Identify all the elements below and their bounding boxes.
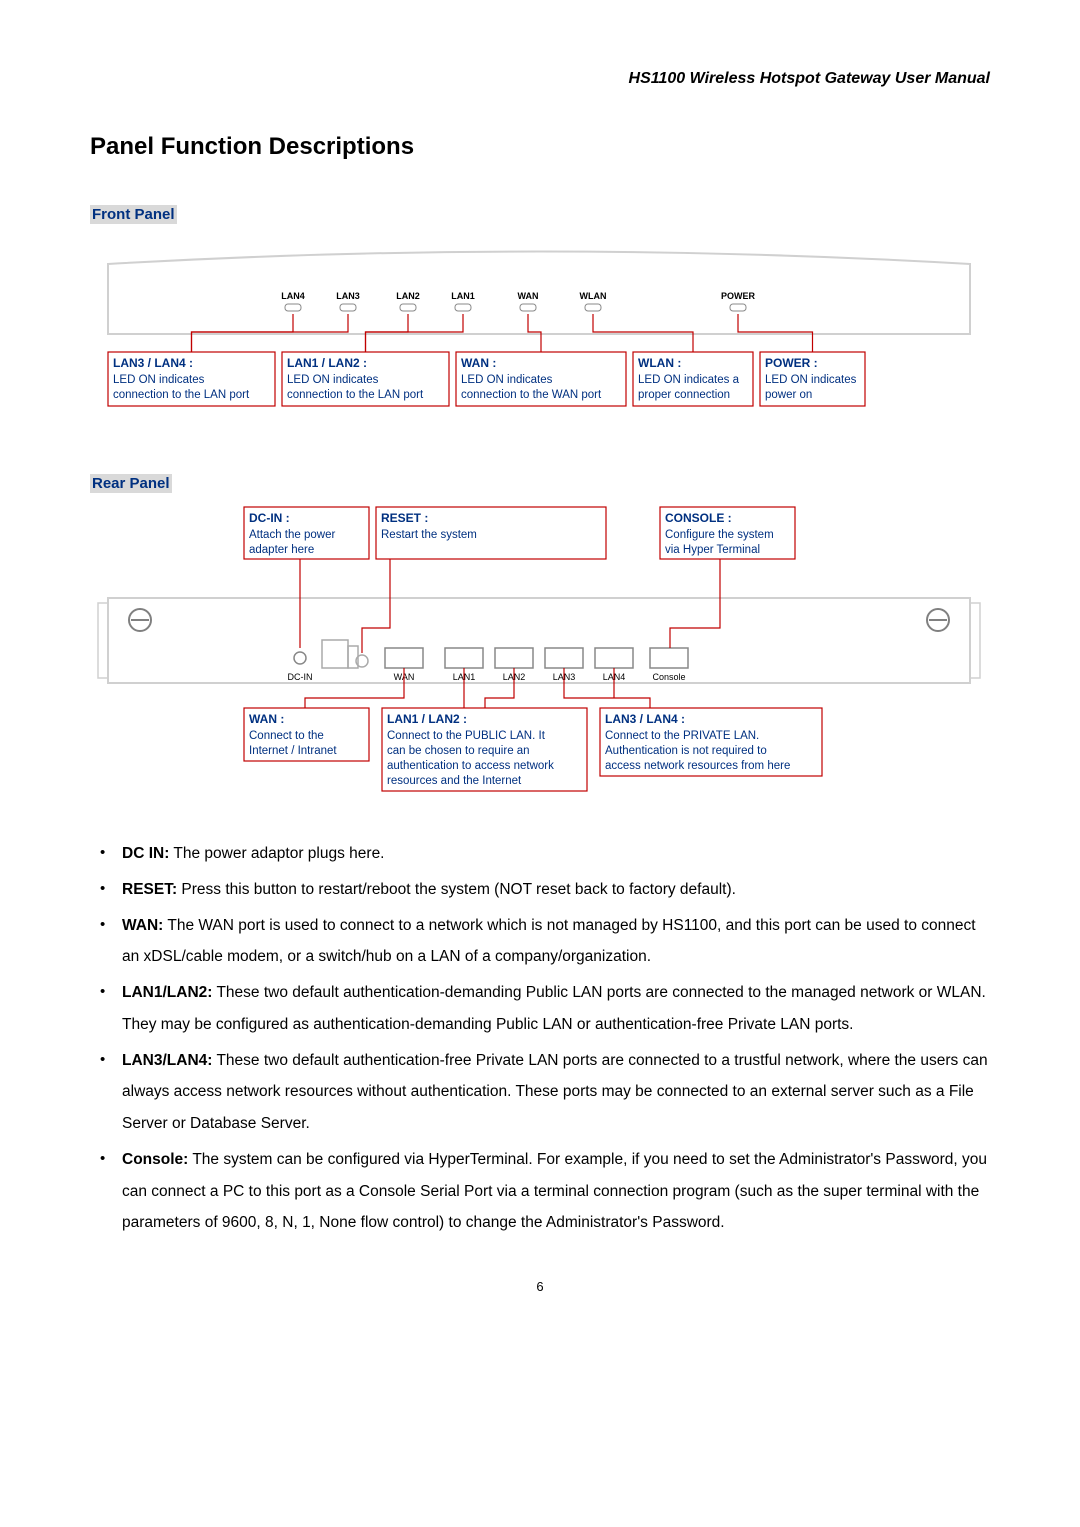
svg-text:WLAN :: WLAN :: [638, 356, 681, 370]
svg-text:Internet / Intranet: Internet / Intranet: [249, 745, 337, 757]
svg-text:power on: power on: [765, 389, 812, 401]
bullet-list: DC IN: The power adaptor plugs here. RESE…: [90, 838, 990, 1239]
svg-text:LAN1 / LAN2 :: LAN1 / LAN2 :: [387, 712, 467, 726]
svg-text:LAN4: LAN4: [281, 291, 305, 301]
svg-text:LED ON indicates: LED ON indicates: [461, 374, 553, 386]
svg-text:via Hyper Terminal: via Hyper Terminal: [665, 544, 760, 556]
svg-text:LAN1: LAN1: [451, 291, 475, 301]
bullet-item: RESET: Press this button to restart/rebo…: [100, 874, 990, 906]
page-number: 6: [90, 1279, 990, 1294]
svg-text:authentication to access netwo: authentication to access network: [387, 760, 554, 772]
svg-text:CONSOLE :: CONSOLE :: [665, 511, 732, 525]
svg-text:connection to the WAN port: connection to the WAN port: [461, 389, 602, 401]
bullet-item: Console: The system can be configured vi…: [100, 1144, 990, 1239]
svg-text:can be chosen to require an: can be chosen to require an: [387, 745, 530, 757]
svg-text:LAN1 / LAN2 :: LAN1 / LAN2 :: [287, 356, 367, 370]
svg-text:Console: Console: [652, 672, 685, 682]
rear-panel-heading: Rear Panel: [90, 474, 172, 493]
svg-text:WAN :: WAN :: [249, 712, 284, 726]
svg-text:LED ON indicates: LED ON indicates: [765, 374, 857, 386]
svg-text:LED ON indicates: LED ON indicates: [287, 374, 379, 386]
bullet-item: LAN3/LAN4: These two default authenticat…: [100, 1045, 990, 1140]
svg-text:Connect to the: Connect to the: [249, 730, 324, 742]
svg-text:Authentication is not required: Authentication is not required to: [605, 745, 767, 757]
svg-text:WAN :: WAN :: [461, 356, 496, 370]
doc-header: HS1100 Wireless Hotspot Gateway User Man…: [90, 70, 990, 88]
svg-text:LAN3 / LAN4 :: LAN3 / LAN4 :: [113, 356, 193, 370]
svg-text:Connect to the PRIVATE LAN.: Connect to the PRIVATE LAN.: [605, 730, 759, 742]
svg-text:WAN: WAN: [518, 291, 539, 301]
bullet-item: LAN1/LAN2: These two default authenticat…: [100, 977, 990, 1041]
svg-text:connection to the LAN port: connection to the LAN port: [287, 389, 424, 401]
bullet-item: WAN: The WAN port is used to connect to …: [100, 910, 990, 974]
svg-text:LAN3 / LAN4 :: LAN3 / LAN4 :: [605, 712, 685, 726]
rear-panel-diagram: DC-IN : Attach the power adapter here RESET…: [90, 503, 990, 808]
svg-text:adapter here: adapter here: [249, 544, 314, 556]
svg-text:access network resources from: access network resources from here: [605, 760, 790, 772]
bullet-item: DC IN: The power adaptor plugs here.: [100, 838, 990, 870]
svg-text:Restart the system: Restart the system: [381, 529, 477, 541]
svg-text:proper connection: proper connection: [638, 389, 730, 401]
svg-text:Attach the power: Attach the power: [249, 529, 335, 541]
svg-text:connection to the LAN port: connection to the LAN port: [113, 389, 250, 401]
svg-text:LAN3: LAN3: [336, 291, 360, 301]
svg-text:Connect to the PUBLIC LAN. It: Connect to the PUBLIC LAN. It: [387, 730, 546, 742]
svg-text:RESET :: RESET :: [381, 511, 428, 525]
front-panel-heading: Front Panel: [90, 205, 177, 224]
svg-text:LED ON indicates: LED ON indicates: [113, 374, 205, 386]
svg-text:POWER :: POWER :: [765, 356, 818, 370]
svg-text:WLAN: WLAN: [580, 291, 607, 301]
svg-text:LED ON indicates a: LED ON indicates a: [638, 374, 740, 386]
page-title: Panel Function Descriptions: [90, 133, 990, 161]
svg-text:Configure the system: Configure the system: [665, 529, 774, 541]
svg-text:LAN2: LAN2: [396, 291, 420, 301]
svg-text:resources and the Internet: resources and the Internet: [387, 775, 522, 787]
svg-text:DC-IN: DC-IN: [288, 672, 313, 682]
front-panel-diagram: LAN4 LAN3 LAN2 LAN1 WAN WLAN POWER LAN3 / LAN4 …: [90, 234, 990, 434]
svg-text:POWER: POWER: [721, 291, 756, 301]
svg-text:DC-IN :: DC-IN :: [249, 511, 290, 525]
